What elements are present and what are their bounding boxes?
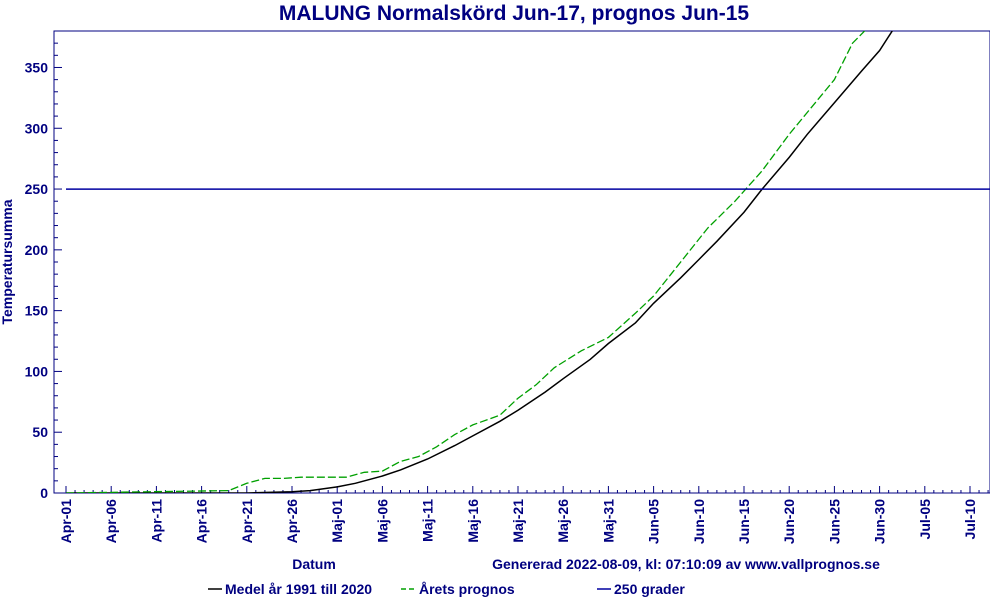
plot-frame [53,30,990,494]
generated-credit: Genererad 2022-08-09, kl: 07:10:09 av ww… [492,556,880,572]
x-tick-label: Maj-26 [555,499,571,543]
legend-label-mean: Medel år 1991 till 2020 [225,581,372,597]
x-tick-label: Maj-06 [374,499,390,543]
x-tick-label: Maj-11 [420,499,436,542]
x-tick-label: Maj-31 [600,499,616,543]
x-axis: Apr-01 Apr-06 Apr-11 Apr-16 Apr-21 Apr-26 Maj-… [58,486,989,544]
x-tick-label: Apr-06 [103,499,119,544]
x-tick-label: Maj-01 [329,499,345,543]
chart-title: MALUNG Normalskörd Jun-17, prognos Jun-1… [279,2,750,25]
forecast-series-line [65,31,866,493]
x-tick-label: Maj-16 [465,499,481,543]
x-tick-label: Apr-11 [148,499,164,543]
x-tick-label: Apr-01 [58,499,74,544]
x-tick-label: Apr-21 [239,499,255,544]
x-tick-label: Maj-21 [510,499,526,543]
legend-label-forecast: Årets prognos [419,581,515,597]
x-tick-label: Jun-15 [736,499,752,544]
y-axis: 0 50 100 150 200 250 300 350 [25,30,62,501]
x-tick-label: Jun-05 [646,499,662,544]
y-tick-label: 250 [25,181,49,197]
x-tick-label: Jun-10 [691,499,707,544]
y-tick-label: 100 [25,363,49,379]
x-tick-label: Jun-25 [826,499,842,544]
x-tick-label: Apr-16 [194,499,210,544]
x-axis-label: Datum [292,556,336,572]
x-tick-label: Jun-20 [781,499,797,544]
legend-item-forecast: Årets prognos [401,581,515,597]
x-tick-label: Jun-30 [872,499,888,544]
legend-item-mean: Medel år 1991 till 2020 [208,581,372,597]
series-lines [65,31,990,493]
y-axis-label: Temperatursumma [0,199,15,324]
y-tick-label: 350 [25,59,49,75]
y-tick-label: 300 [25,120,49,136]
legend-label-threshold: 250 grader [614,581,685,597]
mean-series-line [66,31,894,493]
y-tick-label: 200 [25,242,49,258]
x-tick-label: Jul-10 [962,499,978,540]
y-tick-label: 0 [40,485,48,501]
x-tick-label: Apr-26 [284,499,300,544]
y-tick-label: 50 [32,424,48,440]
y-tick-label: 150 [25,303,49,319]
legend-item-threshold: 250 grader [597,581,685,597]
legend: Medel år 1991 till 2020 Årets prognos 25… [208,581,685,597]
x-tick-label: Jul-05 [917,499,933,540]
